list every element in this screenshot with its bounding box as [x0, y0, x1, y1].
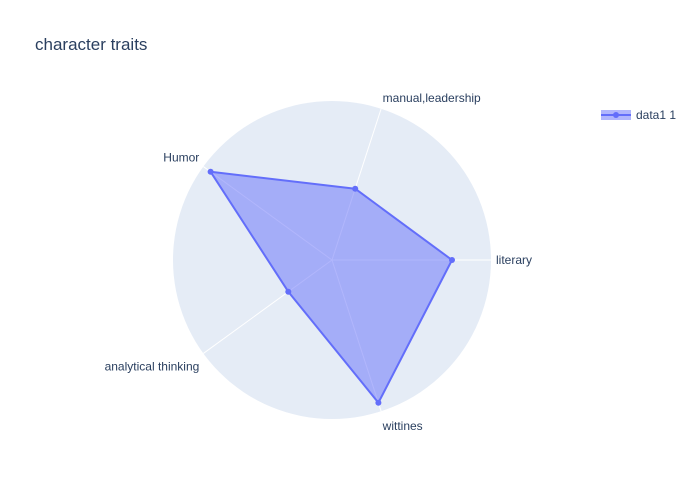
axis-label: literary: [496, 253, 532, 267]
axis-label: wittines: [382, 419, 423, 433]
data-point[interactable]: [207, 168, 214, 175]
legend[interactable]: data1 1: [601, 108, 676, 122]
data-point[interactable]: [285, 288, 292, 295]
data-point[interactable]: [375, 399, 382, 406]
axis-label: manual,leadership: [383, 91, 481, 105]
data-point[interactable]: [449, 257, 455, 263]
axis-label: Humor: [163, 151, 199, 165]
series-area: [209, 170, 453, 404]
data-point[interactable]: [352, 185, 359, 192]
legend-swatch-marker: [613, 112, 619, 118]
chart-title: character traits: [35, 35, 147, 54]
axis-labels: literary manual,leadership Humor analytical…: [105, 91, 532, 433]
legend-label-series-1: data1 1: [636, 108, 676, 122]
series-layer: [207, 168, 455, 406]
axis-label: analytical thinking: [105, 359, 200, 373]
